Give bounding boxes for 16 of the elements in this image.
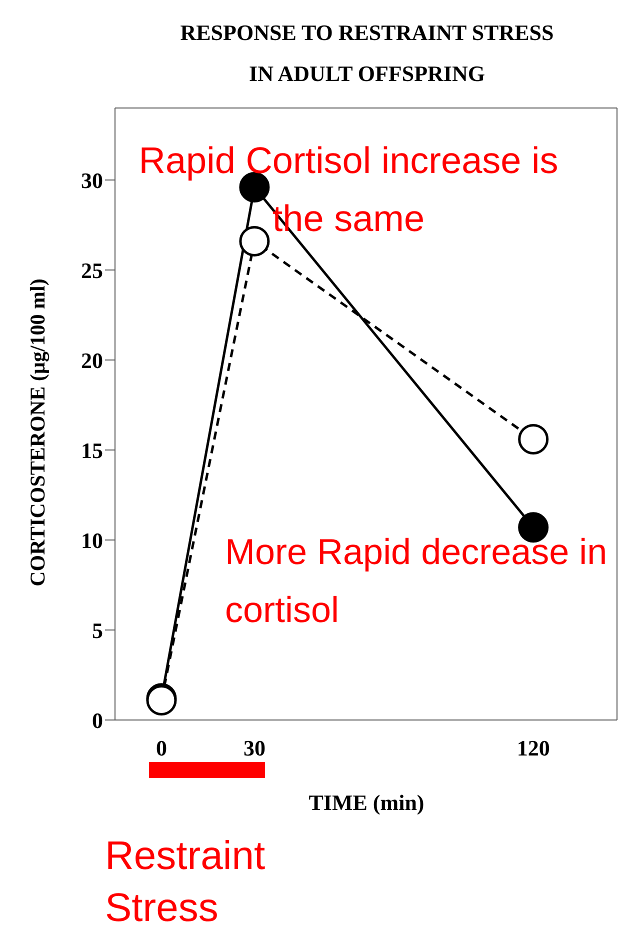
y-tick-label: 20 (81, 348, 103, 373)
y-tick-label: 25 (81, 258, 103, 283)
x-tick-label: 0 (156, 736, 167, 761)
point (239, 172, 270, 202)
y-tick-label: 30 (81, 168, 103, 193)
y-tick-label: 0 (92, 708, 103, 733)
y-tick-label: 5 (92, 618, 103, 643)
y-tick-label: 15 (81, 438, 103, 463)
y-tick-label: 10 (81, 528, 103, 553)
annotation: More Rapid decrease in cortisol (225, 530, 608, 632)
x-tick-label: 30 (243, 736, 266, 761)
y-axis-title: CORTICOSTERONE (µg/100 ml) (26, 278, 50, 588)
x-tick-label: 120 (516, 736, 550, 761)
chart-title: RESPONSE TO RESTRAINT STRESS IN ADULT OFFSPRING (179, 19, 555, 88)
text: Restraint Stress (105, 833, 266, 932)
x-axis-title: TIME (min) (308, 790, 426, 816)
